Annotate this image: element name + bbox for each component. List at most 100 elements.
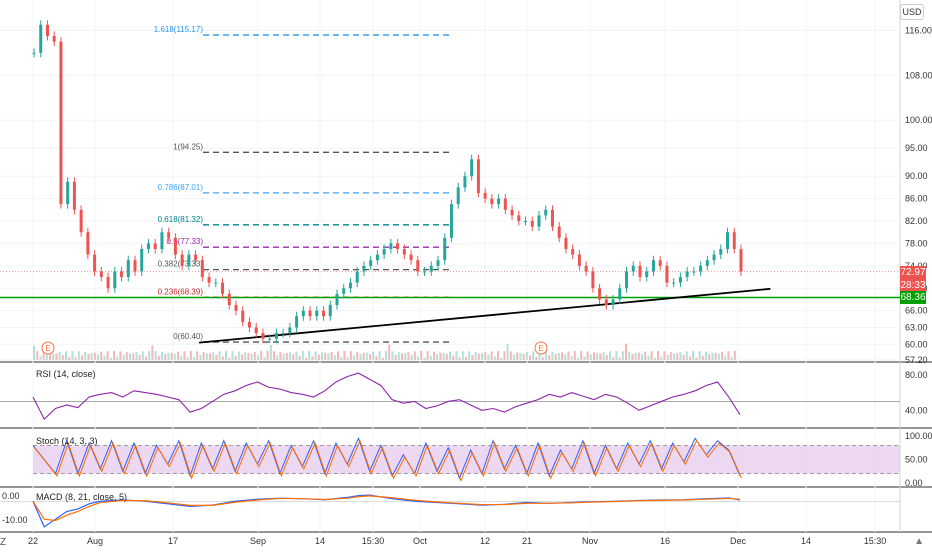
candle-body (604, 299, 608, 306)
price-axis-tick: 78.00 (905, 238, 928, 248)
fib-level-label: 0.382(73.33) (158, 260, 204, 269)
candle-body (348, 282, 352, 289)
volume-bar (314, 351, 317, 360)
volume-bar (241, 354, 243, 360)
candle-body (497, 198, 501, 205)
volume-bar (500, 357, 503, 360)
volume-bar (714, 352, 717, 360)
volume-bar (305, 357, 307, 360)
volume-bar (503, 351, 506, 360)
candle-body (79, 209, 83, 233)
candle-body (72, 181, 76, 210)
volume-bar (465, 356, 467, 360)
candle-body (227, 293, 231, 306)
volume-bar (228, 357, 231, 360)
volume-bar (125, 352, 128, 360)
volume-bar (39, 356, 42, 360)
currency-tag[interactable]: USD (900, 4, 924, 20)
volume-bar (468, 351, 471, 360)
volume-bar (273, 351, 275, 360)
time-axis-tick: 15:30 (864, 536, 887, 546)
volume-bar (644, 351, 647, 360)
volume-bar (180, 355, 183, 360)
volume-bar (449, 351, 451, 360)
volume-bar (673, 353, 675, 360)
volume-bar (106, 351, 109, 360)
candle-body (564, 237, 568, 250)
volume-bar (538, 351, 541, 360)
stoch-title: Stoch (14, 3, 3) (36, 436, 98, 446)
candle-body (618, 288, 622, 300)
volume-bar (340, 356, 343, 360)
volume-bar (439, 352, 442, 360)
volume-bar (87, 353, 90, 360)
volume-bar (394, 354, 397, 360)
candle-body (281, 333, 285, 335)
rsi-axis-tick: 80.00 (905, 370, 928, 380)
stoch-axis-tick: 0.00 (905, 478, 923, 488)
price-axis-tick: 100.00 (905, 115, 932, 125)
last-price-label: 72.97 (900, 265, 926, 279)
volume-bar (663, 351, 666, 360)
volume-bar (621, 351, 624, 360)
volume-bar (301, 351, 304, 360)
candle-body (692, 271, 696, 273)
candle-body (59, 41, 63, 205)
volume-bar (461, 351, 464, 360)
candle-body (261, 333, 265, 339)
candle-body (705, 260, 709, 266)
volume-bar (519, 353, 522, 360)
volume-bar (289, 352, 291, 360)
volume-bar (682, 354, 685, 360)
volume-bar (279, 351, 282, 360)
candle-body (739, 249, 743, 272)
volume-bar (77, 351, 80, 360)
volume-bar (298, 356, 301, 360)
candle-body (254, 327, 258, 334)
candle-body (234, 305, 238, 311)
volume-bar (490, 351, 493, 360)
volume-bar (641, 354, 643, 360)
volume-bar (116, 356, 119, 360)
volume-bar (452, 355, 455, 360)
volume-bar (401, 353, 403, 360)
volume-bar (577, 357, 579, 360)
price-axis-tick: 95.00 (905, 143, 928, 153)
candle-body (133, 260, 137, 272)
price-axis-tick: 90.00 (905, 171, 928, 181)
volume-bar (724, 355, 727, 360)
candle-body (476, 159, 480, 193)
volume-bar (554, 353, 557, 360)
candle-body (423, 271, 427, 273)
volume-bar (218, 351, 221, 360)
candle-body (503, 198, 507, 210)
volume-bar (583, 356, 586, 360)
price-axis-tick: 82.00 (905, 216, 928, 226)
volume-bar (573, 351, 576, 360)
volume-bar (615, 351, 618, 360)
candle-body (167, 232, 171, 238)
candle-body (611, 299, 615, 306)
candle-body (449, 204, 453, 238)
fib-level-label: 0.5(77.33) (167, 237, 204, 246)
candle-body (194, 254, 198, 261)
candle-body (651, 260, 655, 272)
candle-body (274, 333, 278, 339)
settings-icon[interactable]: ▲ (914, 536, 924, 547)
timezone-button[interactable]: Z (0, 537, 7, 548)
volume-bar (36, 351, 39, 360)
time-axis-tick: 14 (801, 536, 811, 546)
volume-bar (689, 356, 691, 360)
volume-bar (164, 354, 167, 360)
candle-body (483, 192, 487, 199)
volume-bar (141, 351, 144, 360)
bar-countdown-label: 28:33 (900, 278, 926, 292)
volume-bar (666, 354, 669, 360)
candle-body (456, 187, 460, 205)
volume-bar (333, 355, 336, 360)
time-axis-tick: Aug (87, 536, 103, 546)
candle-body (214, 282, 218, 284)
volume-bar (119, 351, 122, 360)
